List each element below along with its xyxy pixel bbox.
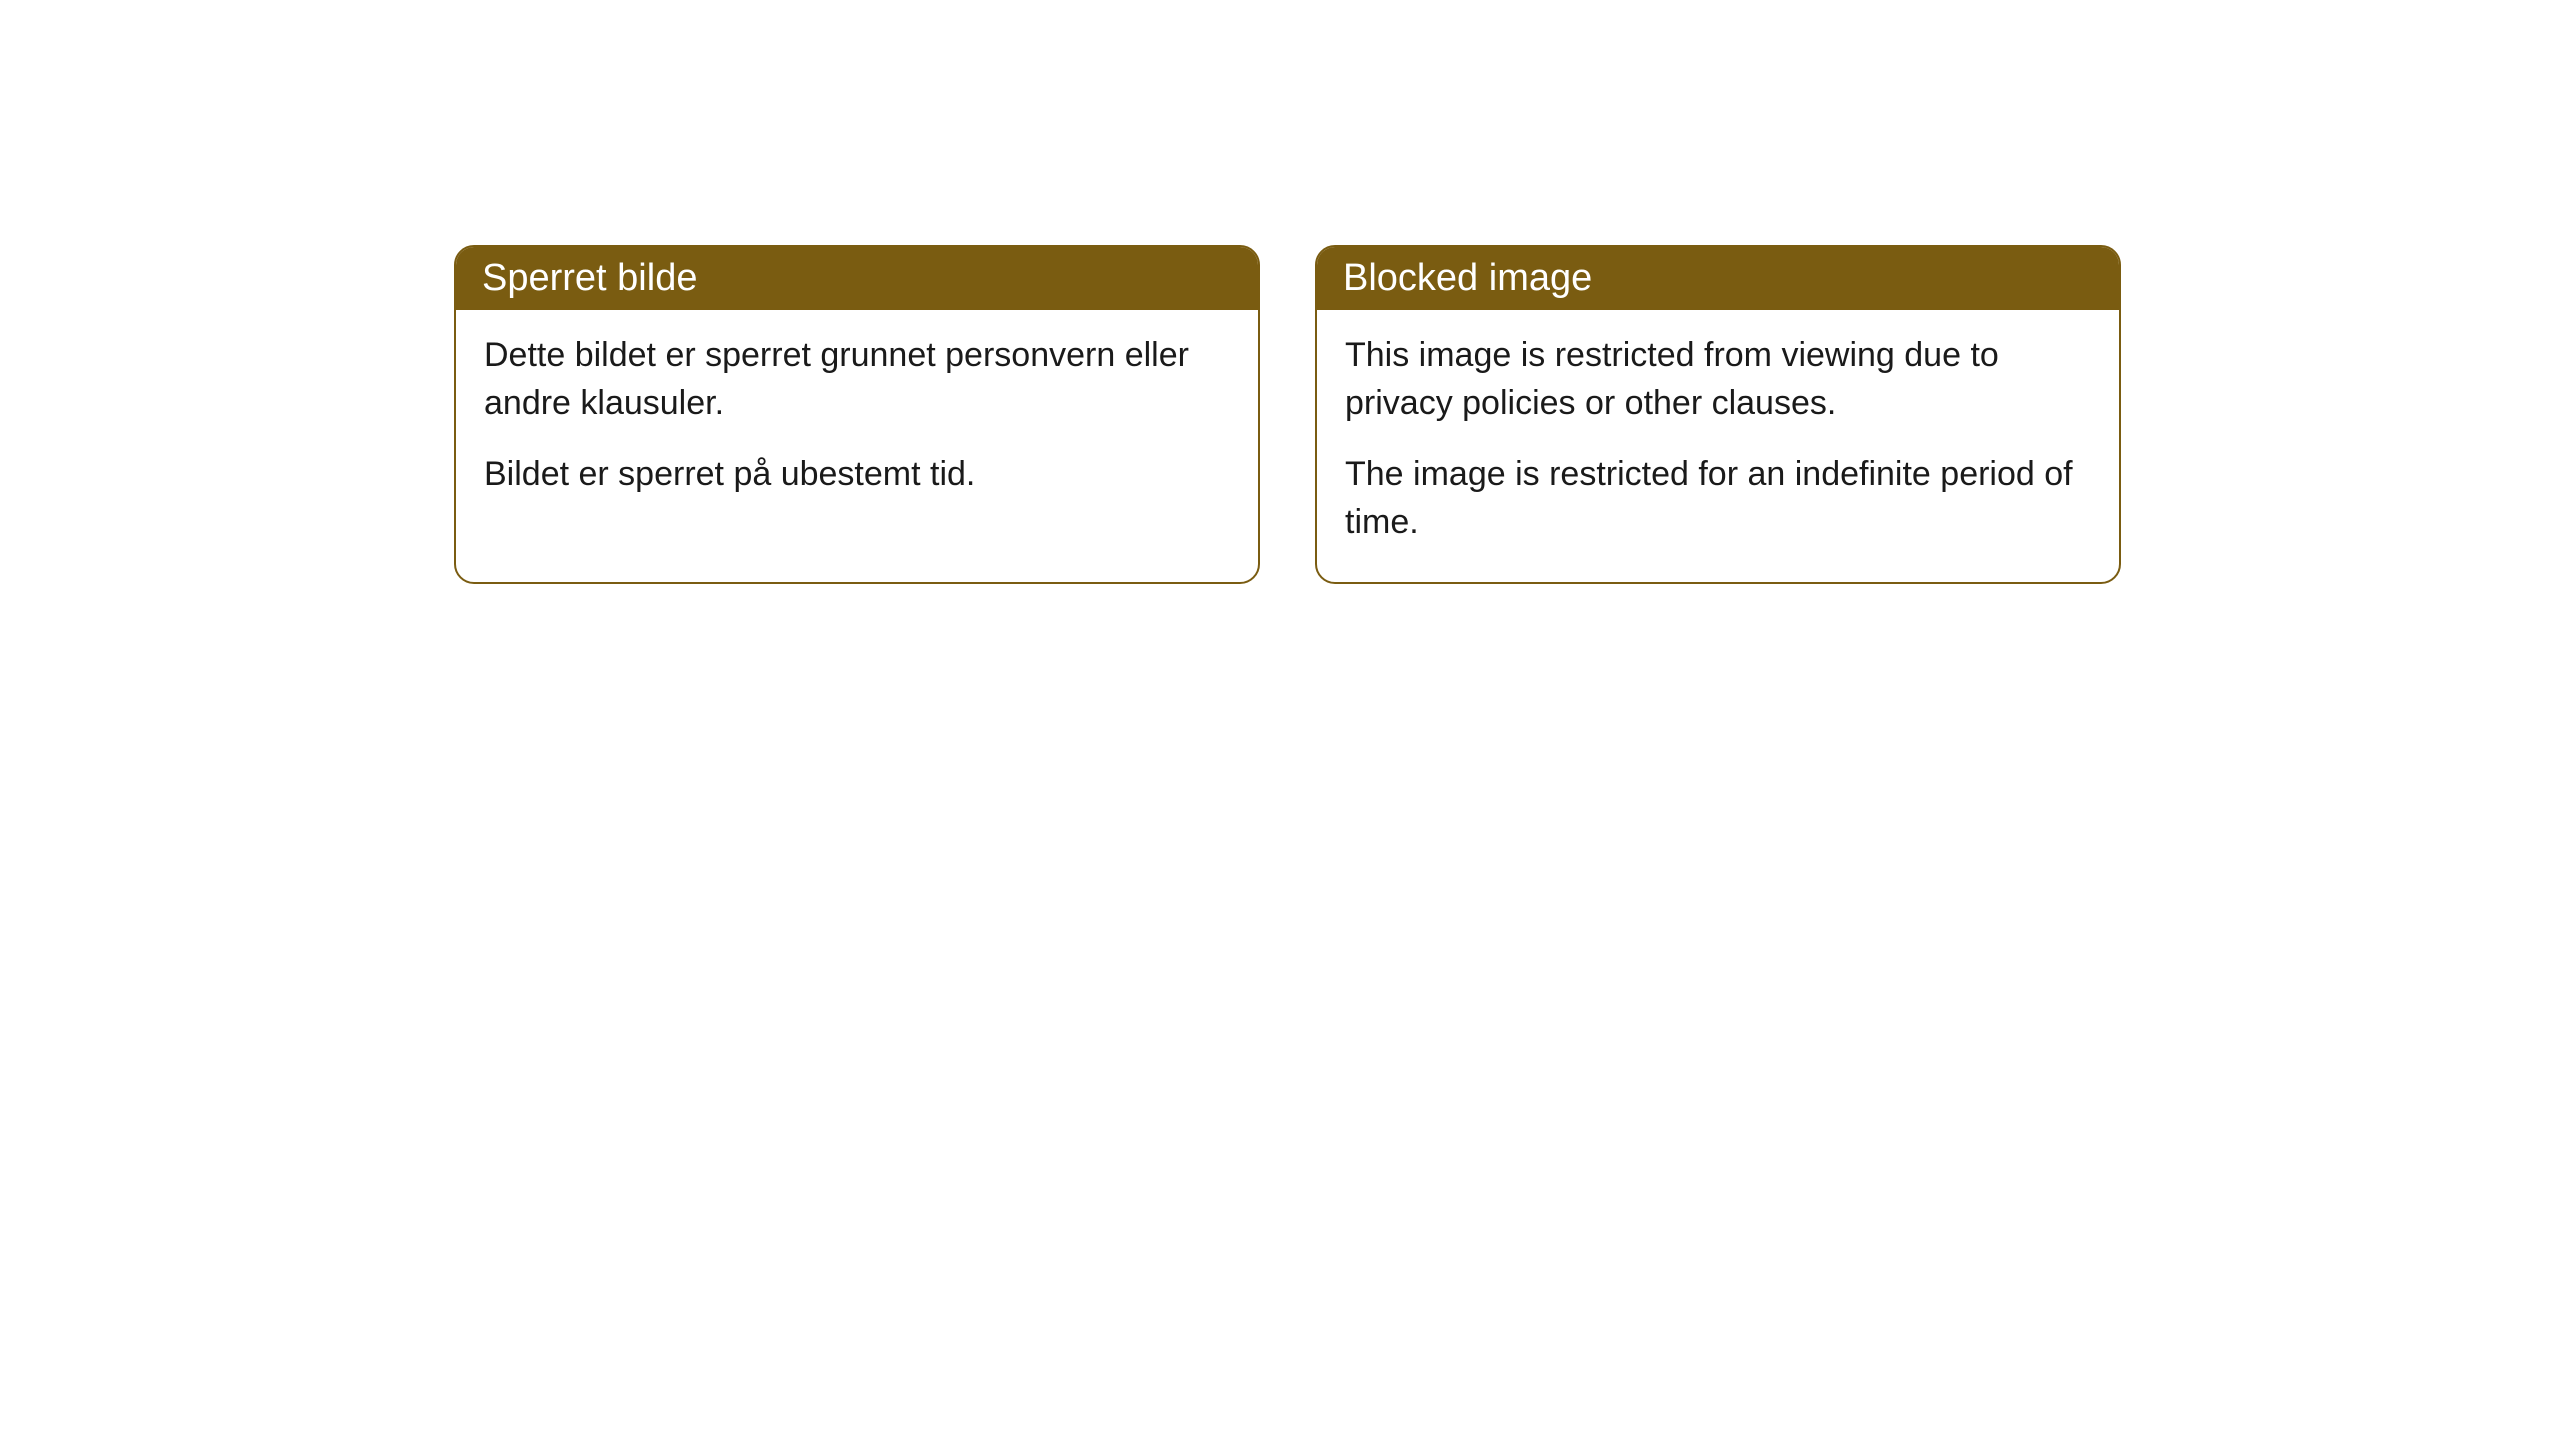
card-paragraph: Dette bildet er sperret grunnet personve… <box>484 332 1230 427</box>
card-title: Sperret bilde <box>482 257 697 299</box>
notice-container: Sperret bilde Dette bildet er sperret gr… <box>454 245 2121 584</box>
card-body: Dette bildet er sperret grunnet personve… <box>456 310 1258 535</box>
card-header: Blocked image <box>1317 247 2119 310</box>
card-paragraph: The image is restricted for an indefinit… <box>1345 451 2091 546</box>
notice-card-norwegian: Sperret bilde Dette bildet er sperret gr… <box>454 245 1260 584</box>
notice-card-english: Blocked image This image is restricted f… <box>1315 245 2121 584</box>
card-header: Sperret bilde <box>456 247 1258 310</box>
card-body: This image is restricted from viewing du… <box>1317 310 2119 582</box>
card-paragraph: This image is restricted from viewing du… <box>1345 332 2091 427</box>
card-paragraph: Bildet er sperret på ubestemt tid. <box>484 451 1230 499</box>
card-title: Blocked image <box>1343 257 1592 299</box>
